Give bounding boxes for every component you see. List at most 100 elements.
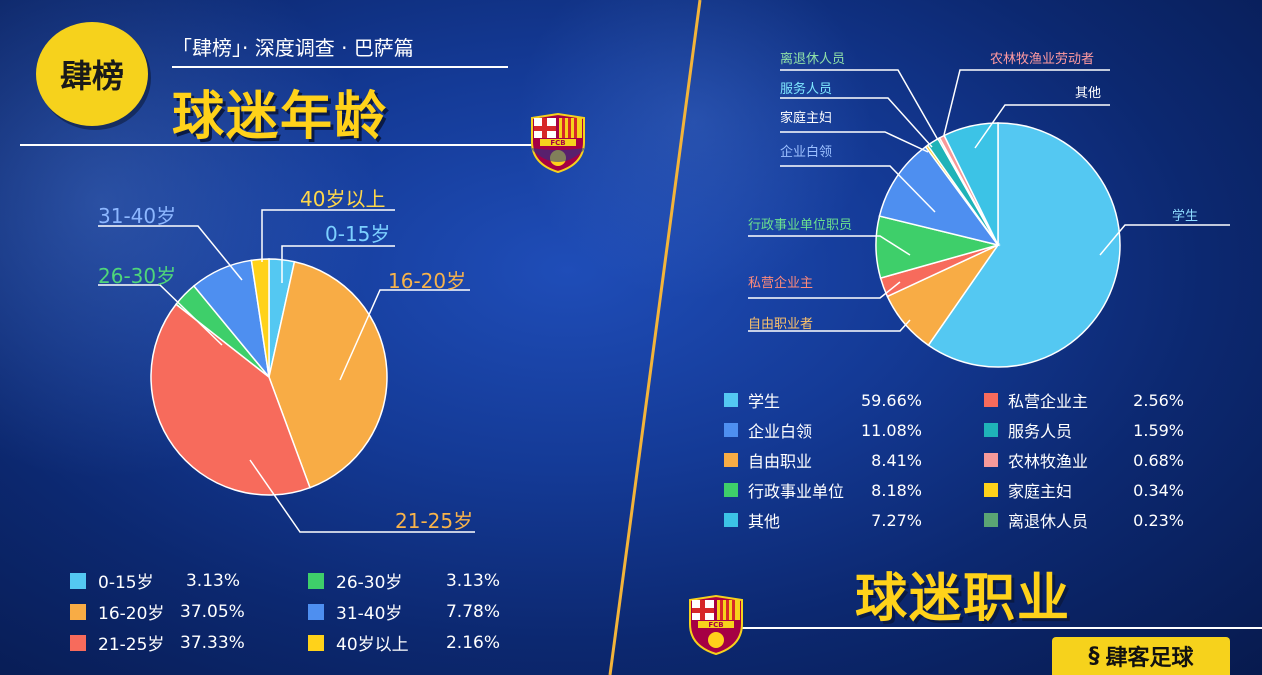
occupation-legend-item: 服务人员 1.59% — [984, 418, 1184, 442]
legend-swatch — [984, 423, 998, 437]
occupation-legend-item: 行政事业单位 8.18% — [724, 478, 922, 502]
legend-label: 服务人员 — [1008, 422, 1073, 441]
brand-badge-text: 肆榜 — [59, 57, 124, 95]
brand-badge: 肆榜 — [36, 22, 148, 126]
age-slice-1 — [268, 260, 388, 489]
legend-value: 7.78% — [445, 601, 500, 622]
legend-swatch — [724, 453, 738, 467]
occ-leader-housewife — [780, 131, 929, 153]
page-subtitle: 「肆榜」· 深度调查 · 巴萨篇 — [172, 36, 414, 60]
occ-label-housewife: 家庭主妇 — [780, 111, 833, 126]
legend-value: 2.56% — [1133, 390, 1184, 410]
legend-swatch — [70, 603, 86, 620]
legend-label: 31-40岁 — [336, 604, 403, 624]
crest-text: FCB — [550, 139, 565, 147]
legend-swatch — [724, 513, 738, 527]
age-legend-item: 0-15岁 3.13% — [70, 568, 240, 593]
legend-value: 11.08% — [860, 420, 922, 440]
legend-swatch — [724, 423, 738, 437]
occupation-legend-item: 学生 59.66% — [724, 388, 922, 412]
legend-value: 1.59% — [1133, 420, 1184, 440]
legend-value: 0.23% — [1133, 510, 1184, 530]
legend-value: 3.13% — [445, 570, 500, 591]
occupation-legend-item: 离退休人员 0.23% — [984, 508, 1184, 532]
age-leader-21-25 — [249, 459, 475, 533]
legend-swatch — [70, 572, 86, 589]
occupation-title: 球迷职业 — [855, 569, 1072, 629]
occupation-legend-item: 私营企业主 2.56% — [984, 388, 1184, 412]
brand-logo: § 肆客足球 — [1052, 637, 1230, 675]
legend-swatch — [984, 393, 998, 407]
legend-value: 59.66% — [860, 390, 922, 410]
age-leader-26-30 — [98, 284, 223, 346]
age-label-26-30: 26-30岁 — [98, 264, 177, 288]
age-leader-16-20 — [339, 289, 470, 381]
occ-leader-civil — [748, 235, 911, 256]
occupation-legend-item: 自由职业 8.41% — [724, 448, 922, 472]
age-title: 球迷年龄 — [172, 87, 389, 147]
age-slice-5 — [250, 258, 270, 378]
age-pie-chart — [98, 225, 475, 533]
occ-leader-white-collar — [780, 165, 936, 213]
legend-value: 8.18% — [871, 480, 922, 500]
legend-label: 私营企业主 — [1008, 392, 1089, 411]
legend-swatch — [984, 483, 998, 497]
occ-leader-farmer — [943, 69, 1110, 136]
occ-label-retired: 离退休人员 — [780, 52, 846, 67]
occ-label-service: 服务人员 — [780, 82, 833, 97]
legend-label: 16-20岁 — [98, 604, 165, 624]
occ-slice-4 — [878, 145, 1000, 247]
age-legend-item: 40岁以上 2.16% — [308, 630, 500, 655]
occ-label-other: 其他 — [1075, 86, 1102, 101]
age-label-40-plus: 40岁以上 — [300, 187, 386, 211]
occ-label-freelance: 自由职业者 — [748, 317, 814, 332]
subtitle-underline — [172, 66, 508, 68]
legend-swatch — [984, 513, 998, 527]
occupation-legend-item: 农林牧渔业 0.68% — [984, 448, 1184, 472]
legend-label: 26-30岁 — [336, 573, 403, 593]
occ-label-farmer: 农林牧渔业劳动者 — [990, 52, 1095, 67]
legend-label: 家庭主妇 — [1008, 482, 1073, 501]
age-legend-item: 21-25岁 37.33% — [70, 630, 245, 655]
age-legend-item: 26-30岁 3.13% — [308, 568, 500, 593]
legend-value: 8.41% — [871, 450, 922, 470]
legend-label: 0-15岁 — [98, 573, 154, 593]
legend-value: 37.05% — [180, 601, 245, 622]
occ-leader-student — [1099, 224, 1230, 256]
occ-leader-other — [974, 104, 1110, 149]
age-label-21-25: 21-25岁 — [395, 509, 474, 533]
occ-slice-9 — [943, 122, 999, 246]
legend-value: 7.27% — [871, 510, 922, 530]
age-legend-item: 31-40岁 7.78% — [308, 599, 500, 624]
legend-value: 2.16% — [445, 632, 500, 653]
legend-value: 37.33% — [180, 632, 245, 653]
legend-label: 自由职业 — [748, 452, 813, 471]
occ-label-student: 学生 — [1172, 209, 1199, 224]
legend-value: 0.68% — [1133, 450, 1184, 470]
occupation-legend-item: 家庭主妇 0.34% — [984, 478, 1184, 502]
occupation-legend-item: 其他 7.27% — [724, 508, 922, 532]
legend-label: 21-25岁 — [98, 635, 165, 655]
occupation-legend-item: 企业白领 11.08% — [724, 418, 922, 442]
legend-swatch — [308, 572, 324, 589]
legend-swatch — [308, 634, 324, 651]
age-label-16-20: 16-20岁 — [388, 269, 467, 293]
legend-label: 40岁以上 — [336, 635, 409, 655]
age-slice-2 — [150, 303, 311, 496]
legend-label: 离退休人员 — [1008, 512, 1089, 531]
occ-leader-private — [748, 281, 901, 299]
legend-value: 0.34% — [1133, 480, 1184, 500]
occ-label-civil: 行政事业单位职员 — [748, 218, 853, 233]
brand-logo-icon: § — [1088, 643, 1100, 669]
legend-label: 学生 — [748, 392, 781, 411]
legend-value: 3.13% — [185, 570, 240, 591]
age-label-31-40: 31-40岁 — [98, 204, 177, 228]
occ-leader-service — [780, 97, 933, 148]
occ-leader-freelance — [748, 319, 911, 332]
age-leader-31-40 — [98, 225, 243, 281]
legend-swatch — [724, 483, 738, 497]
occ-label-white-collar: 企业白领 — [780, 145, 833, 160]
legend-swatch — [70, 634, 86, 651]
